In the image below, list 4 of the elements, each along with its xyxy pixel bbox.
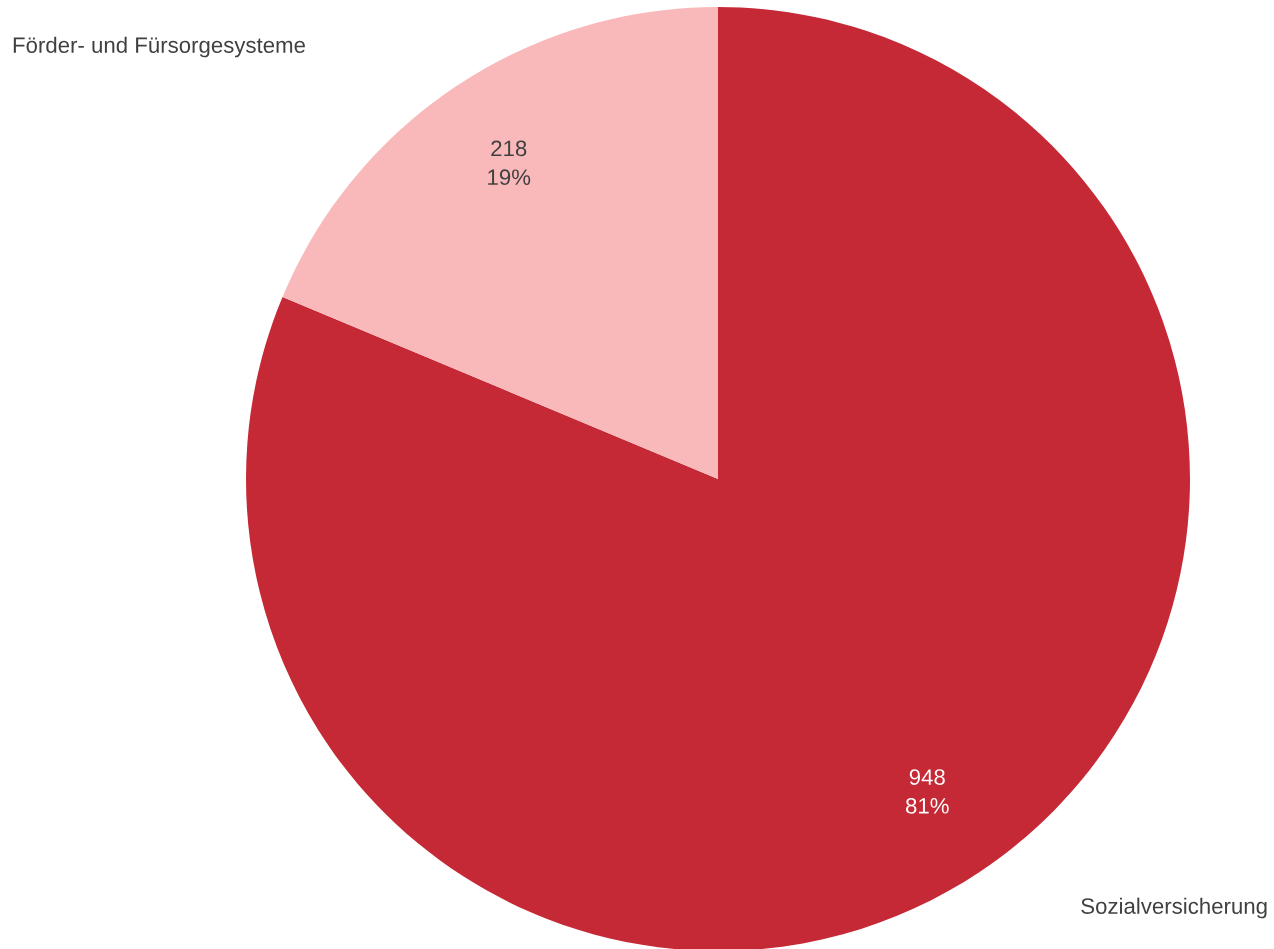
slice-label: Förder- und Fürsorgesysteme [13,36,305,58]
slice-label: Sozialversicherung [1081,897,1267,919]
data-label: 218 19% [488,140,531,186]
data-label: 948 81% [905,769,949,814]
